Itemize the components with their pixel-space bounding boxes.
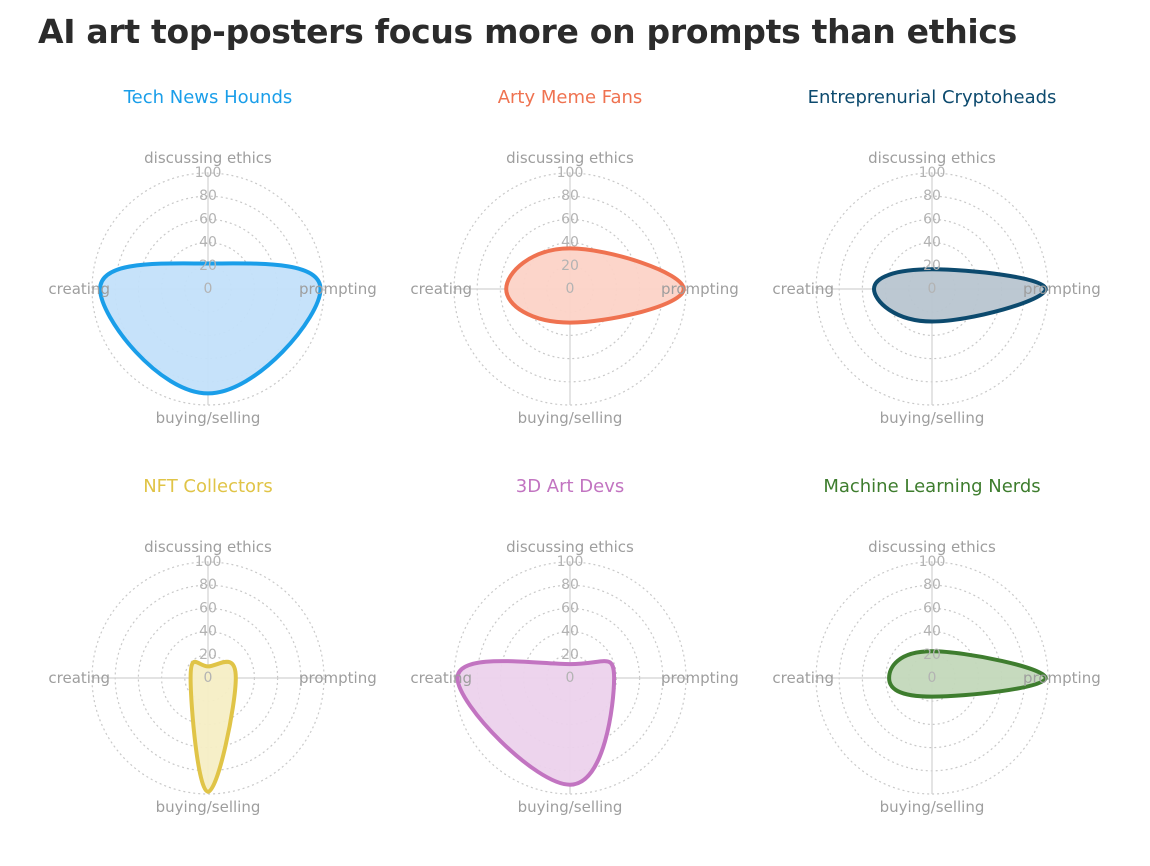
chart-title: Tech News Hounds (123, 87, 293, 108)
tick-label: 80 (561, 577, 579, 593)
tick-label: 60 (923, 211, 941, 227)
axis-label-right: prompting (1023, 669, 1101, 687)
axis-label-top: discussing ethics (506, 538, 634, 556)
axis-label-left: creating (48, 280, 110, 298)
tick-label: 40 (923, 624, 941, 640)
tick-label: 80 (561, 188, 579, 204)
axis-label-bottom: buying/selling (518, 409, 623, 427)
tick-label: 40 (199, 624, 217, 640)
tick-label: 0 (204, 670, 213, 686)
tick-label: 60 (561, 211, 579, 227)
axis-label-top: discussing ethics (506, 149, 634, 167)
tick-label: 20 (923, 647, 941, 663)
axis-label-left: creating (410, 669, 472, 687)
tick-label: 20 (561, 647, 579, 663)
series-shape (504, 246, 686, 325)
axis-label-right: prompting (661, 669, 739, 687)
chart-title: NFT Collectors (143, 476, 273, 497)
axis-label-left: creating (410, 280, 472, 298)
chart-title: Entreprenurial Cryptoheads (808, 87, 1057, 108)
axis-label-top: discussing ethics (868, 149, 996, 167)
chart-title: Machine Learning Nerds (823, 476, 1040, 497)
tick-label: 40 (561, 624, 579, 640)
axis-label-top: discussing ethics (144, 149, 272, 167)
tick-label: 60 (199, 600, 217, 616)
axis-label-bottom: buying/selling (156, 409, 261, 427)
axis-label-left: creating (772, 280, 834, 298)
tick-label: 80 (199, 188, 217, 204)
tick-label: 40 (199, 235, 217, 251)
tick-label: 0 (928, 670, 937, 686)
tick-label: 20 (561, 258, 579, 274)
chart-title: Arty Meme Fans (498, 87, 643, 108)
series-shape (455, 659, 617, 787)
chart-title: 3D Art Devs (516, 476, 625, 497)
tick-label: 80 (199, 577, 217, 593)
axis-label-right: prompting (1023, 280, 1101, 298)
tick-label: 0 (204, 281, 213, 297)
axis-label-top: discussing ethics (868, 538, 996, 556)
tick-label: 80 (923, 577, 941, 593)
series-shape (188, 659, 238, 794)
tick-label: 20 (923, 258, 941, 274)
tick-label: 100 (195, 165, 222, 181)
tick-label: 100 (557, 165, 584, 181)
axis-label-top: discussing ethics (144, 538, 272, 556)
tick-label: 100 (919, 165, 946, 181)
tick-label: 60 (561, 600, 579, 616)
tick-label: 100 (557, 554, 584, 570)
tick-label: 20 (199, 258, 217, 274)
tick-label: 80 (923, 188, 941, 204)
axis-label-right: prompting (299, 669, 377, 687)
axis-label-right: prompting (299, 280, 377, 298)
tick-label: 20 (199, 647, 217, 663)
axis-label-bottom: buying/selling (156, 798, 261, 816)
axis-label-left: creating (48, 669, 110, 687)
axis-label-bottom: buying/selling (518, 798, 623, 816)
series-shape (887, 649, 1048, 699)
tick-label: 0 (566, 281, 575, 297)
tick-label: 0 (928, 281, 937, 297)
axis-label-bottom: buying/selling (880, 798, 985, 816)
page-title: AI art top-posters focus more on prompts… (38, 12, 1018, 51)
tick-label: 40 (923, 235, 941, 251)
axis-label-right: prompting (661, 280, 739, 298)
axis-label-bottom: buying/selling (880, 409, 985, 427)
tick-label: 0 (566, 670, 575, 686)
tick-label: 40 (561, 235, 579, 251)
tick-label: 60 (923, 600, 941, 616)
axis-label-left: creating (772, 669, 834, 687)
series-shape (872, 267, 1048, 324)
tick-label: 100 (919, 554, 946, 570)
tick-label: 100 (195, 554, 222, 570)
tick-label: 60 (199, 211, 217, 227)
